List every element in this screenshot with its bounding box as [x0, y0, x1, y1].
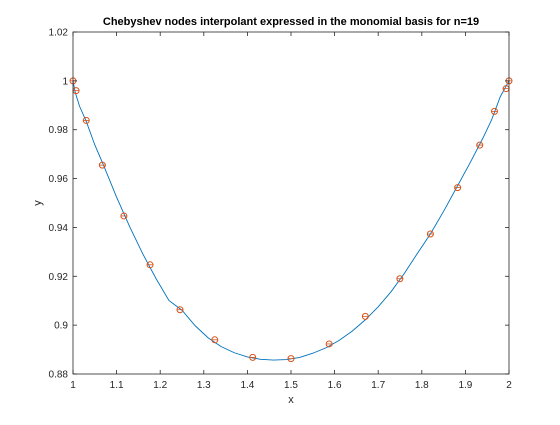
y-tick-label: 1.02	[49, 28, 69, 39]
x-tick-label: 1.2	[153, 380, 167, 391]
x-tick-label: 1.1	[110, 380, 124, 391]
plot-area-frame	[72, 31, 510, 375]
x-tick-label: 1	[70, 380, 76, 391]
x-tick-label: 1.5	[284, 380, 298, 391]
y-axis-label: y	[32, 200, 44, 206]
plot-area-background	[73, 32, 509, 374]
y-tick-label: 0.92	[49, 272, 69, 283]
y-tick-label: 0.94	[49, 223, 69, 234]
y-tick-label: 0.98	[49, 125, 69, 136]
series-layer	[69, 77, 513, 363]
x-tick-label: 1.4	[240, 380, 254, 391]
tick-layer: 1 1.1 1.2 1.3 1.4 1.5 1.6 1.7 1.8 1.9 2 0.88 0.9 0.92…	[49, 28, 513, 392]
chart-title: Chebyshev nodes interpolant expressed in…	[103, 16, 479, 28]
x-tick-label: 1.6	[328, 380, 342, 391]
y-tick-label: 1	[62, 76, 68, 87]
y-tick-label: 0.9	[54, 321, 68, 332]
x-tick-label: 1.3	[197, 380, 211, 391]
x-tick-label: 1.7	[371, 380, 385, 391]
x-tick-label: 1.8	[415, 380, 429, 391]
x-tick-label: 1.9	[458, 380, 472, 391]
x-tick-label: 2	[506, 380, 512, 391]
y-tick-label: 0.96	[49, 174, 69, 185]
y-tick-label: 0.88	[49, 370, 69, 381]
x-axis-label: x	[288, 394, 294, 406]
interpolant-curve	[72, 80, 510, 361]
